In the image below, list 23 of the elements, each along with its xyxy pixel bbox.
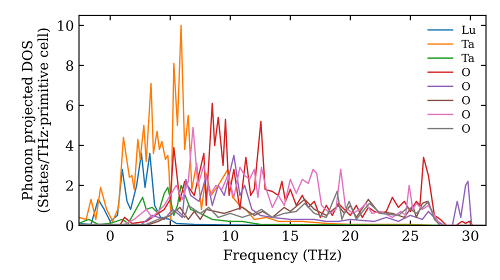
legend-label: Lu <box>462 26 476 34</box>
legend-label: Ta <box>462 40 474 48</box>
legend-label: O <box>462 96 470 104</box>
x-tick-label: 20 <box>342 230 358 242</box>
y-tick-label: 2 <box>66 180 73 191</box>
x-tick-label: 5 <box>167 230 174 242</box>
legend-label: Ta <box>462 54 474 62</box>
legend-label: O <box>462 68 470 76</box>
legend-label: O <box>462 124 470 133</box>
y-axis-title: Phonon projected DOS (States/THz·primitive cell) <box>22 28 51 212</box>
legend-label: O <box>462 110 470 119</box>
y-tick-label: 4 <box>66 140 74 151</box>
y-tick-label: 10 <box>58 20 74 31</box>
y-tick-label: 6 <box>66 100 74 111</box>
y-tick-label: 0 <box>66 220 74 231</box>
y-tick-label: 8 <box>66 60 74 71</box>
x-tick-label: 25 <box>402 230 418 242</box>
x-tick-label: 10 <box>223 230 238 242</box>
x-tick-label: 0 <box>106 230 114 242</box>
x-tick-label: 30 <box>462 230 478 242</box>
legend-label: O <box>462 82 470 90</box>
x-axis-title: Frequency (THz) <box>224 249 341 263</box>
x-tick-label: 15 <box>283 230 298 242</box>
